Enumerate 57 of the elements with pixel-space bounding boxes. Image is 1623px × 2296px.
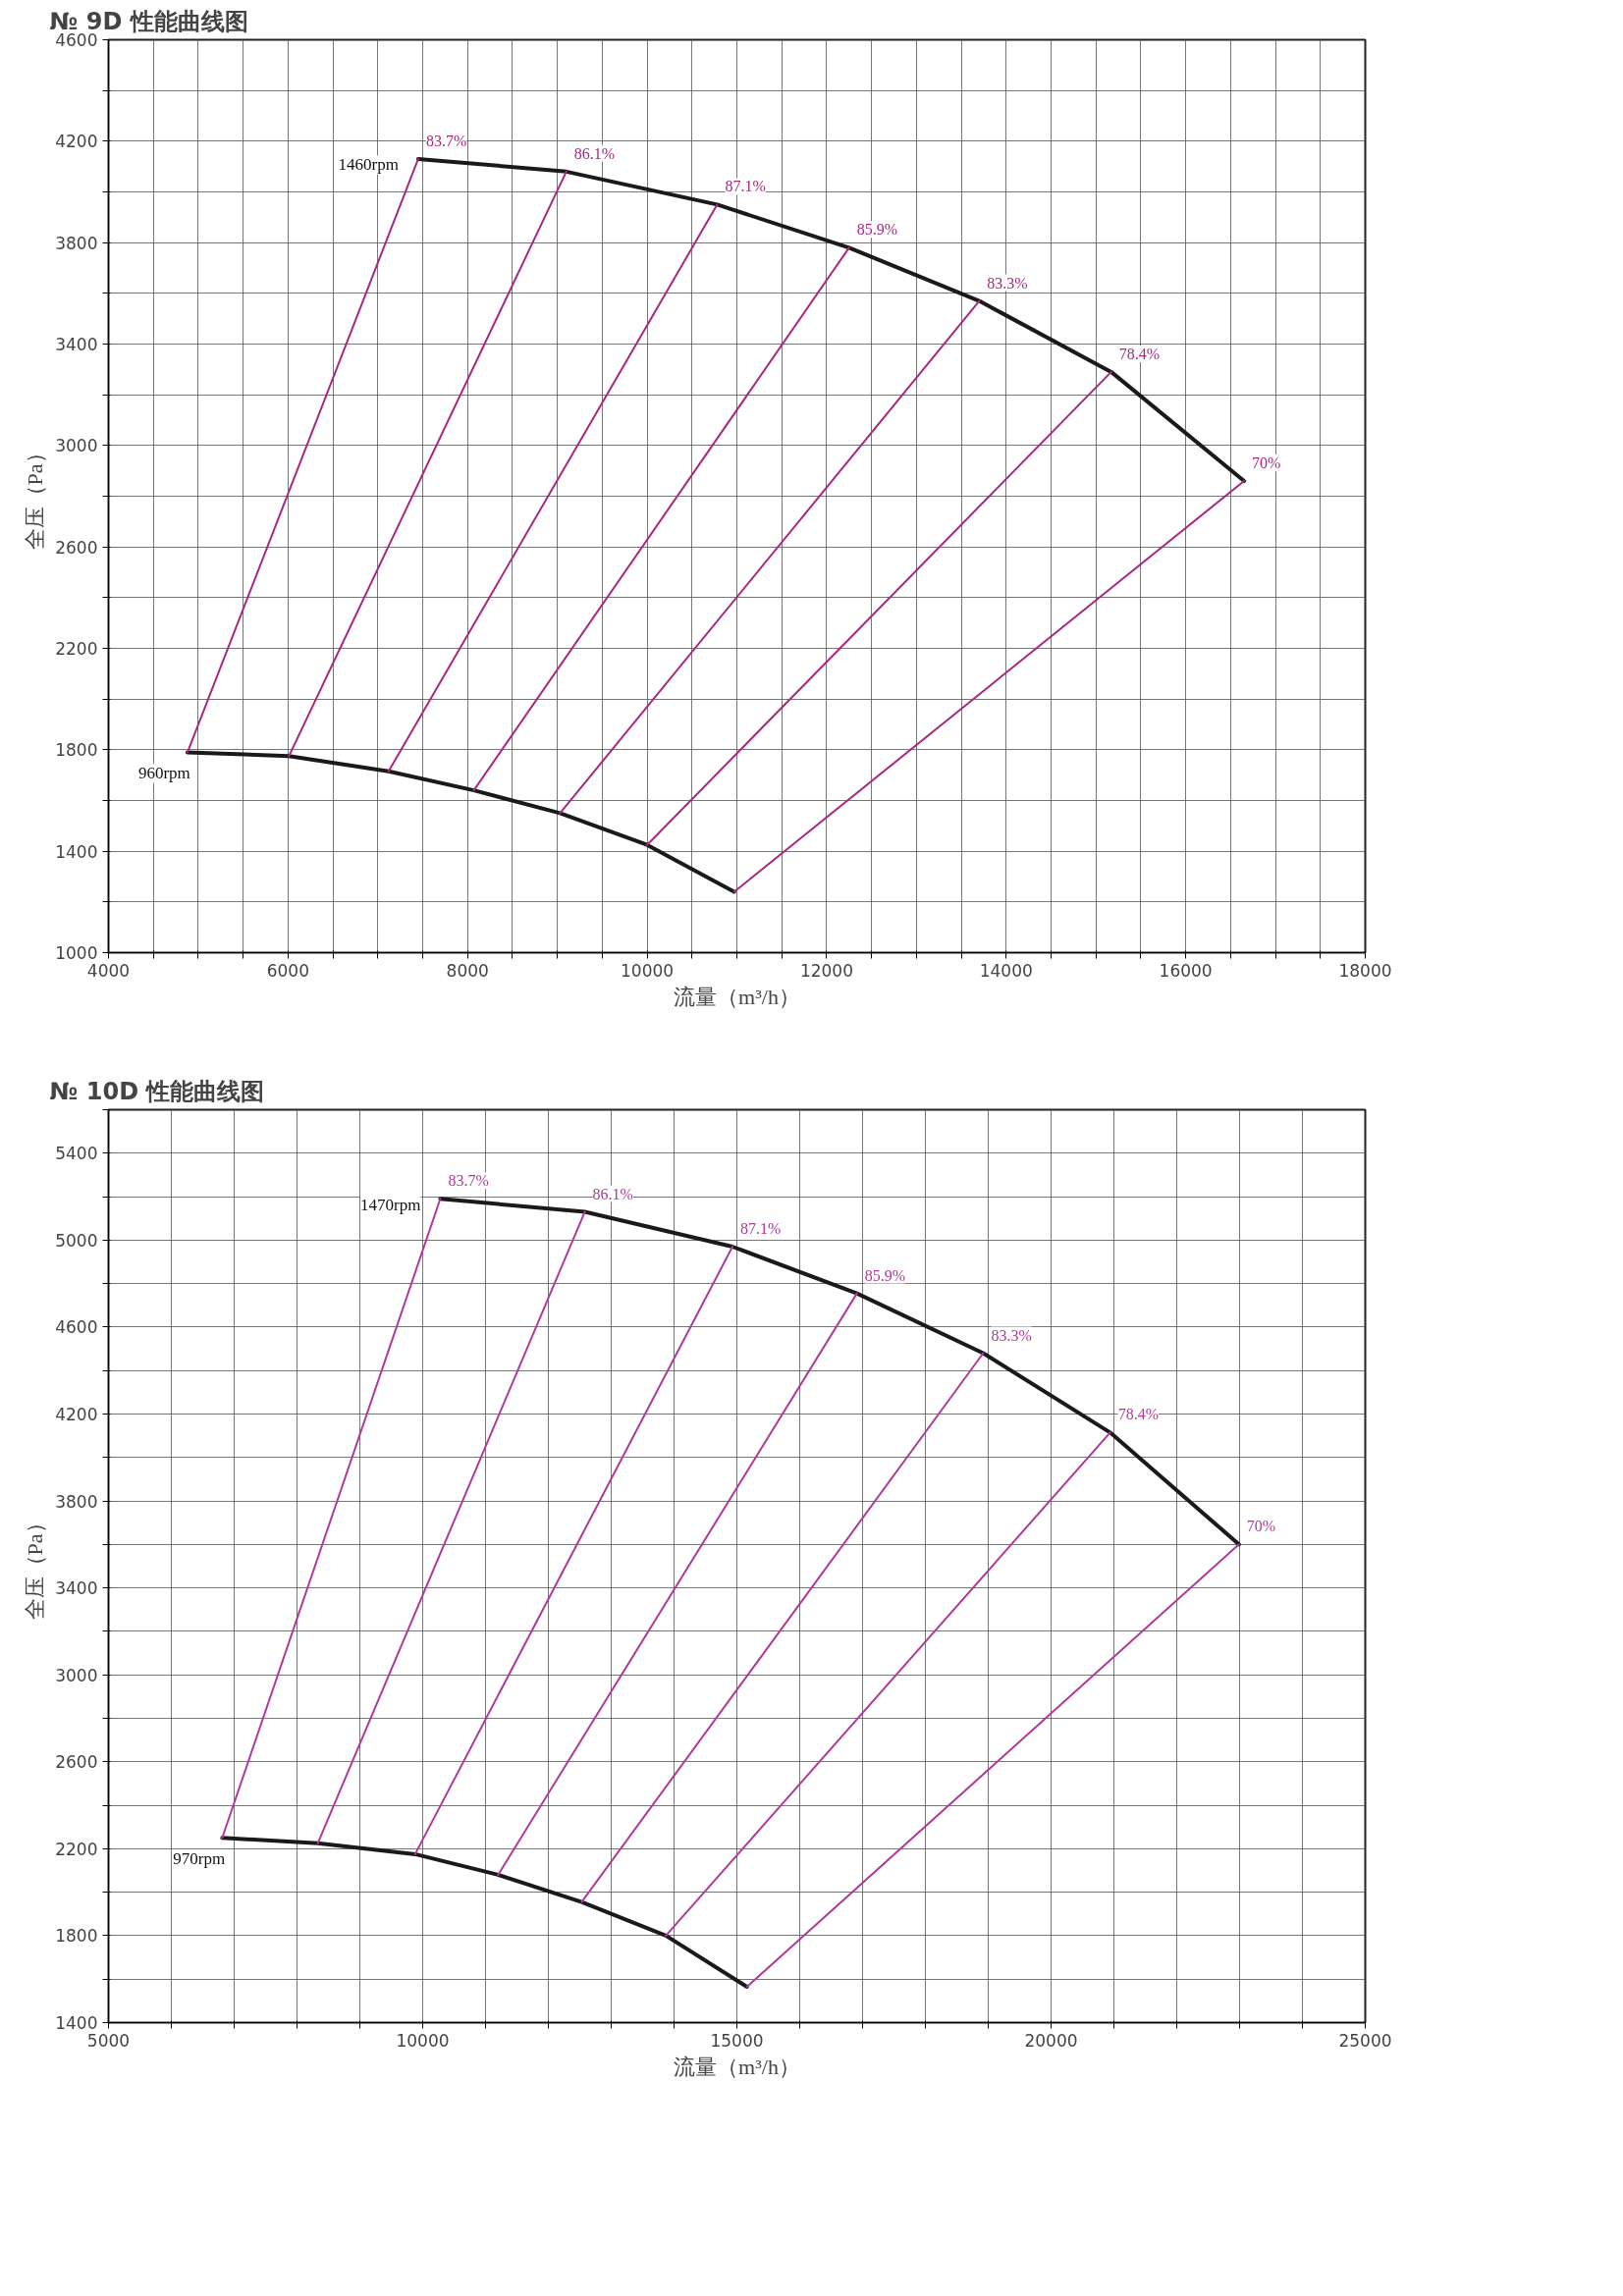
x-tick-label: 5000 [86, 2030, 131, 2051]
series-label: 78.4% [1118, 345, 1161, 362]
series-label: 83.7% [425, 132, 467, 149]
x-tick-label: 16000 [1159, 960, 1213, 981]
y-tick-label: 1400 [55, 2013, 98, 2033]
x-tick-label: 6000 [266, 960, 309, 981]
series-label: 970rpm [173, 1849, 226, 1869]
y-tick-label: 4600 [55, 30, 98, 50]
y-tick-label: 1000 [55, 943, 98, 963]
y-tick-label: 5000 [55, 1230, 98, 1251]
y-tick-label: 4200 [55, 132, 98, 152]
y-tick-label: 2600 [55, 1752, 98, 1773]
x-tick-label: 12000 [799, 960, 853, 981]
x-tick-label: 20000 [1024, 2030, 1078, 2051]
series-label: 86.1% [573, 144, 616, 162]
series-label: 87.1% [740, 1220, 782, 1237]
x-tick-label: 14000 [979, 960, 1033, 981]
y-axis-title: 全压（Pa） [23, 1512, 48, 1621]
series-label: 83.7% [448, 1172, 489, 1190]
series-label: 1460rpm [338, 155, 399, 175]
series-label: 86.1% [592, 1185, 633, 1202]
y-tick-label: 3000 [55, 436, 98, 456]
x-tick-label: 15000 [710, 2030, 764, 2051]
x-tick-label: 18000 [1338, 960, 1392, 981]
x-tick-label: 10000 [396, 2030, 450, 2051]
chart-title: № 10D 性能曲线图 [49, 1077, 265, 1105]
series-label: 83.3% [991, 1326, 1032, 1344]
y-tick-label: 2200 [55, 1839, 98, 1859]
series-label: 70% [1246, 1518, 1276, 1535]
y-tick-label: 2600 [55, 537, 98, 558]
series-label: 960rpm [137, 764, 190, 783]
y-tick-label: 5400 [55, 1144, 98, 1164]
y-tick-label: 3400 [55, 1578, 98, 1599]
y-tick-label: 4200 [55, 1405, 98, 1424]
series-label: 83.3% [987, 274, 1028, 292]
x-tick-label: 8000 [446, 960, 489, 981]
x-tick-label: 4000 [86, 960, 131, 981]
series-label: 1470rpm [360, 1195, 421, 1214]
y-axis-title: 全压（Pa） [23, 442, 48, 551]
y-tick-label: 3000 [55, 1665, 98, 1685]
x-tick-label: 10000 [621, 960, 675, 981]
y-tick-label: 1800 [55, 1926, 98, 1947]
y-tick-label: 2200 [55, 639, 98, 659]
x-tick-label: 25000 [1338, 2030, 1392, 2051]
y-tick-label: 4600 [55, 1317, 98, 1338]
series-label: 87.1% [725, 178, 766, 195]
y-tick-label: 3400 [55, 335, 98, 354]
y-tick-label: 1400 [55, 841, 98, 862]
x-axis-title: 流量（m³/h） [674, 2054, 800, 2079]
series-label: 85.9% [864, 1266, 906, 1284]
x-axis-title: 流量（m³/h） [674, 984, 800, 1009]
y-tick-label: 3800 [55, 1491, 98, 1512]
series-label: 70% [1252, 454, 1281, 471]
series-label: 85.9% [856, 221, 898, 239]
y-tick-label: 1800 [55, 740, 98, 761]
series-label: 78.4% [1117, 1406, 1159, 1423]
y-tick-label: 3800 [55, 233, 98, 253]
